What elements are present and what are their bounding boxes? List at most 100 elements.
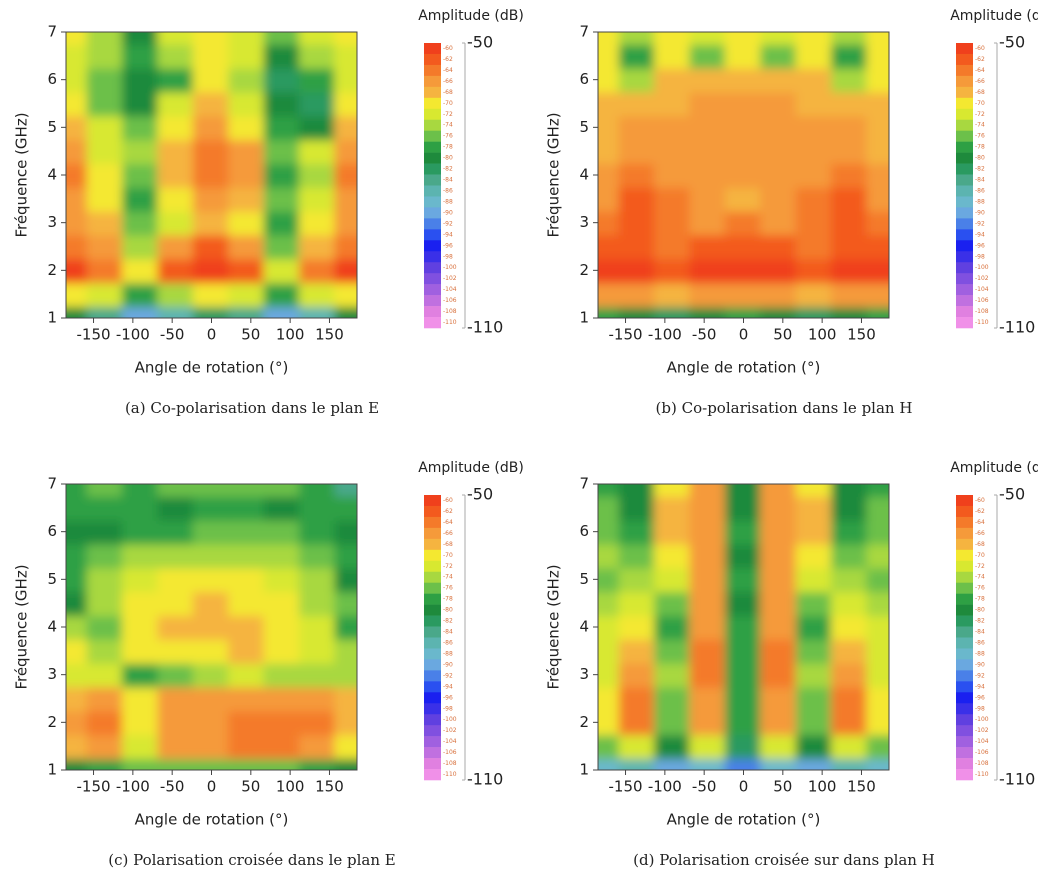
heat-cell: [760, 566, 798, 593]
heat-cell: [618, 566, 657, 593]
colorbar-cell: [956, 141, 973, 153]
heat-cell: [866, 637, 889, 664]
colorbar-cell: [424, 714, 441, 726]
heat-cell: [795, 281, 833, 308]
colorbar-cell: [424, 527, 441, 540]
colorbar-level-label: -64: [975, 67, 985, 74]
colorbar-tick-label: -50: [467, 485, 493, 504]
x-tick-label: -50: [692, 326, 717, 344]
colorbar-cell: [956, 714, 973, 726]
heat-cell: [66, 281, 89, 308]
heat-cell: [263, 709, 301, 736]
heat-cell: [122, 661, 160, 688]
colorbar-level-label: -84: [443, 177, 453, 184]
heat-cell: [618, 233, 657, 260]
heat-cell: [689, 709, 727, 736]
heat-cell: [192, 257, 231, 284]
x-tick-label: 100: [808, 326, 837, 344]
heat-cell: [689, 32, 727, 45]
heat-cell: [689, 305, 727, 318]
heat-cell: [598, 733, 621, 760]
heat-cell: [830, 590, 869, 617]
colorbar-tick-label: -110: [467, 770, 503, 789]
colorbar-cell: [424, 538, 441, 551]
heat-cell: [66, 566, 89, 593]
heat-cell: [830, 281, 869, 308]
heat-cell: [66, 518, 89, 545]
heat-cell: [689, 614, 727, 640]
heat-cell: [66, 162, 89, 188]
colorbar-level-label: -84: [443, 629, 453, 636]
heat-cell: [228, 542, 266, 569]
colorbar-cell: [956, 86, 973, 99]
colorbar-cell: [424, 703, 441, 715]
heat-cell: [760, 138, 798, 165]
colorbar-tick-label: -110: [999, 318, 1035, 337]
heat-cell: [157, 542, 195, 569]
heat-cell: [192, 305, 231, 318]
colorbar-cell: [956, 218, 973, 230]
colorbar-cell: [424, 505, 441, 518]
y-tick-label: 3: [579, 665, 589, 683]
heat-cell: [263, 305, 301, 318]
heat-cell: [830, 185, 869, 212]
heat-cell: [157, 90, 195, 117]
colorbar-cell: [956, 538, 973, 551]
heat-cell: [228, 637, 266, 664]
heat-cell: [122, 685, 160, 712]
x-tick-label: -50: [692, 778, 717, 796]
colorbar-level-label: -96: [443, 242, 453, 249]
heat-cell: [654, 90, 692, 117]
heat-cell: [866, 305, 889, 318]
heat-cell: [86, 185, 125, 212]
heat-cell: [760, 209, 798, 236]
colorbar-level-label: -86: [443, 639, 453, 646]
heat-cell: [263, 138, 301, 165]
x-axis-label: Angle de rotation (°): [135, 811, 289, 829]
colorbar-level-label: -68: [443, 89, 453, 96]
heat-cell: [263, 614, 301, 640]
heat-cell: [618, 614, 657, 640]
heat-cell: [830, 138, 869, 165]
heat-cell: [66, 709, 89, 736]
colorbar-level-label: -102: [443, 275, 457, 282]
y-axis-label: Fréquence (GHz): [545, 112, 563, 237]
heat-cell: [192, 484, 231, 497]
colorbar-cell: [424, 53, 441, 66]
colorbar-level-label: -110: [975, 319, 989, 326]
heat-cell: [66, 42, 89, 69]
heat-cell: [228, 162, 266, 188]
heat-cell: [298, 757, 337, 770]
y-tick-label: 4: [47, 618, 57, 636]
heat-cell: [192, 518, 231, 545]
heat-cell: [228, 257, 266, 284]
heat-cell: [122, 733, 160, 760]
heat-cell: [298, 709, 337, 736]
heat-cell: [192, 42, 231, 69]
heatmap: [598, 484, 889, 770]
heat-cell: [866, 209, 889, 236]
heat-cell: [192, 590, 231, 617]
heat-cell: [334, 518, 357, 545]
heat-cell: [760, 518, 798, 545]
colorbar-cell: [956, 108, 973, 121]
x-tick-label: -50: [160, 326, 185, 344]
heat-cell: [157, 661, 195, 688]
heat-cell: [263, 42, 301, 69]
colorbar-cell: [424, 284, 441, 296]
colorbar-level-label: -96: [975, 242, 985, 249]
heat-cell: [298, 162, 337, 188]
heat-cell: [122, 590, 160, 617]
colorbar-level-label: -78: [443, 596, 453, 603]
colorbar-cell: [956, 185, 973, 197]
heat-cell: [334, 209, 357, 236]
heat-cell: [689, 494, 727, 521]
colorbar-cell: [956, 659, 973, 671]
heat-cell: [795, 614, 833, 640]
x-tick-label: 0: [207, 326, 217, 344]
heat-cell: [228, 733, 266, 760]
heat-cell: [724, 661, 763, 688]
colorbar-cell: [956, 516, 973, 529]
y-axis-label: Fréquence (GHz): [13, 112, 31, 237]
